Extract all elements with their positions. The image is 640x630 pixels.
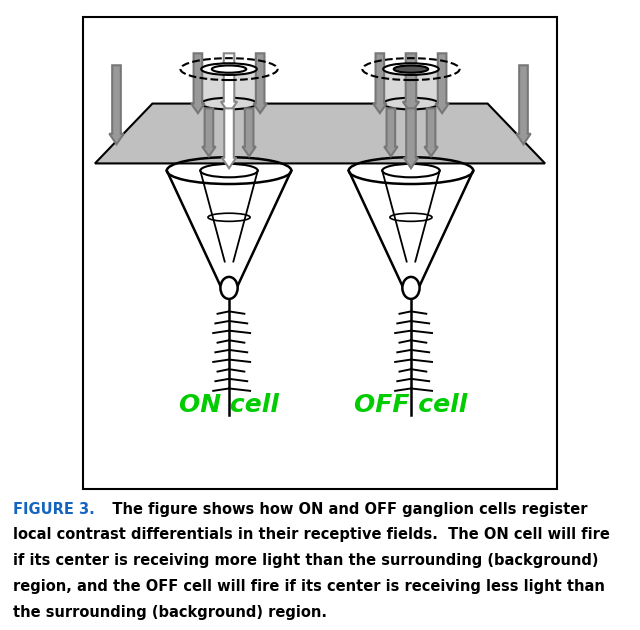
FancyArrow shape [191, 54, 205, 113]
Text: ON cell: ON cell [179, 393, 279, 417]
FancyArrow shape [221, 54, 237, 113]
Ellipse shape [383, 98, 439, 110]
Text: OFF cell: OFF cell [355, 393, 468, 417]
Ellipse shape [201, 98, 257, 110]
FancyArrow shape [243, 108, 256, 156]
Text: the surrounding (background) region.: the surrounding (background) region. [13, 605, 326, 620]
FancyArrow shape [424, 108, 438, 156]
FancyArrow shape [516, 66, 531, 144]
Polygon shape [95, 103, 545, 163]
FancyArrow shape [109, 66, 124, 144]
Text: local contrast differentials in their receptive fields.  The ON cell will fire: local contrast differentials in their re… [13, 527, 609, 542]
Ellipse shape [394, 66, 428, 72]
Ellipse shape [383, 63, 439, 75]
FancyArrow shape [435, 54, 449, 113]
Text: FIGURE 3.: FIGURE 3. [13, 501, 95, 517]
Ellipse shape [212, 66, 246, 72]
Text: if its center is receiving more light than the surrounding (background): if its center is receiving more light th… [13, 553, 598, 568]
Bar [383, 69, 439, 103]
FancyArrow shape [253, 54, 267, 113]
Ellipse shape [403, 277, 420, 299]
FancyArrow shape [384, 108, 397, 156]
Ellipse shape [220, 277, 237, 299]
FancyBboxPatch shape [83, 18, 557, 489]
Text: region, and the OFF cell will fire if its center is receiving less light than: region, and the OFF cell will fire if it… [13, 579, 605, 594]
Bar [201, 69, 257, 103]
FancyArrow shape [202, 108, 216, 156]
FancyArrow shape [404, 108, 418, 168]
FancyArrow shape [222, 108, 236, 168]
FancyArrow shape [373, 54, 387, 113]
Ellipse shape [201, 63, 257, 75]
FancyArrow shape [403, 54, 419, 113]
Text: The figure shows how ON and OFF ganglion cells register: The figure shows how ON and OFF ganglion… [97, 501, 588, 517]
